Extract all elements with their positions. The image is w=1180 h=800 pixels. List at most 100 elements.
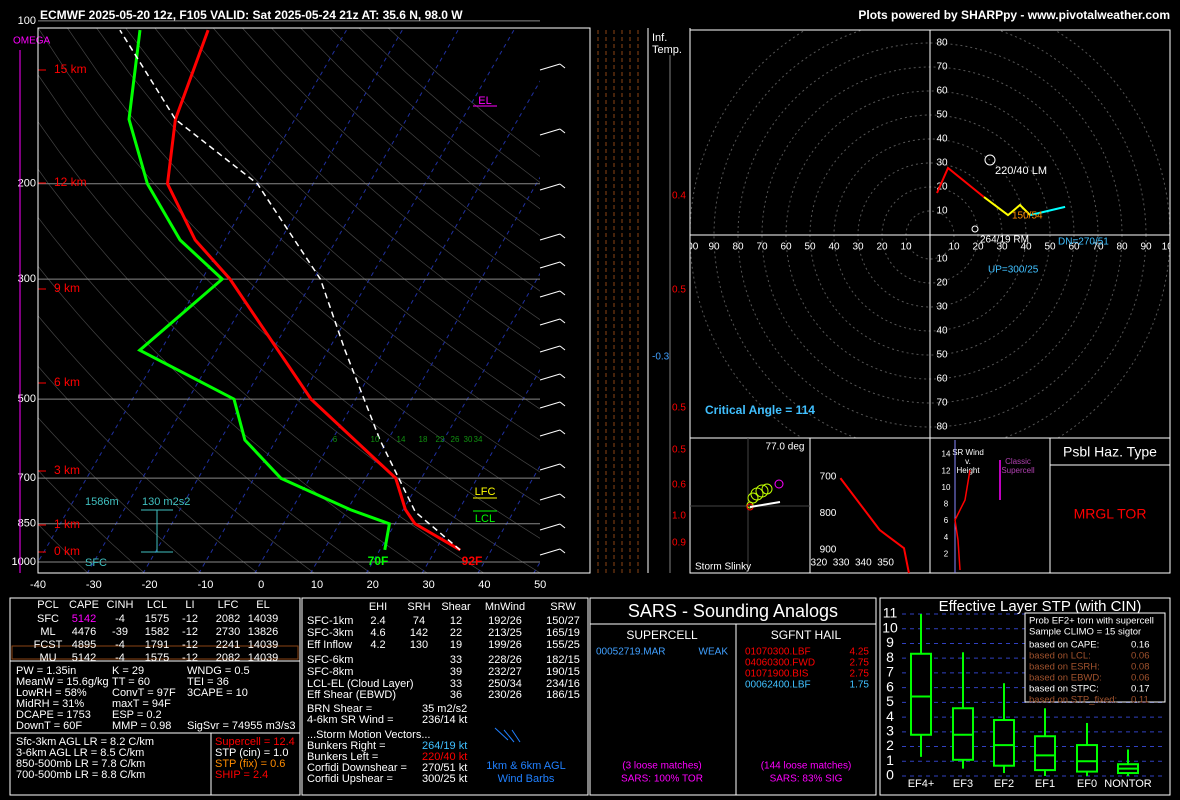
table-cell: 155/25: [546, 639, 580, 651]
srwind-trace: [954, 469, 971, 571]
x-tick-label: 0: [258, 579, 264, 591]
legend-text: Sample CLIMO = 15 sigtor: [1029, 627, 1141, 638]
row-label: Bunkers Right =: [307, 740, 386, 752]
hazard-title: Psbl Haz. Type: [1063, 444, 1157, 460]
hodo-ring-label: 20: [972, 242, 984, 253]
hodo-ring-label: 60: [936, 86, 948, 97]
barb-note: 1km & 6km AGL: [486, 760, 565, 772]
table-cell: 4476: [72, 626, 96, 638]
table-cell: 236/14 kt: [422, 714, 467, 726]
table-cell: -12: [182, 652, 198, 664]
y-tick-label: 500: [18, 393, 36, 405]
dry-adiabat: [241, 28, 540, 292]
table-cell: 142: [410, 627, 428, 639]
lcl-label: LCL: [475, 513, 495, 525]
wind-barb: [539, 493, 561, 501]
rm-marker: [971, 225, 979, 233]
inf-temp-value: 0.5: [672, 445, 686, 456]
table-cell: 4895: [72, 639, 96, 651]
mixing-ratio-label: 14: [397, 435, 406, 444]
srwind-title: v.: [965, 457, 971, 466]
profile-line: [119, 29, 461, 551]
table-cell: 14039: [248, 613, 279, 625]
hodo-ring-label: 30: [936, 302, 948, 313]
lapse-rate: Sfc-3km AGL LR = 8.2 C/km: [16, 736, 154, 748]
sfc-temp: 92F: [462, 554, 483, 568]
hodo-ring-label: 60: [780, 242, 792, 253]
lapse-rate: 850-500mb LR = 7.8 C/km: [16, 758, 145, 770]
row-label: Bunkers Left =: [307, 751, 378, 763]
x-tick-label: -10: [197, 579, 213, 591]
y-tick-label: 700: [18, 472, 36, 484]
stp-y-label: 8: [886, 649, 894, 665]
thetae-y-label: 800: [820, 508, 837, 519]
hodo-ring-label: 80: [1116, 242, 1128, 253]
column-header: CINH: [107, 599, 134, 611]
thetae-line: [839, 477, 910, 574]
thetae-x-label: 330: [833, 558, 850, 569]
sars-loose: (3 loose matches): [622, 761, 701, 772]
hodo-trace: [936, 166, 985, 198]
isotherm: [365, 272, 540, 573]
isotherm: [142, 28, 460, 573]
srwind-y-label: 12: [942, 466, 951, 475]
inf-temp-value: 1.0: [672, 511, 686, 522]
stp-category: NONTOR: [1104, 778, 1152, 790]
wind-barb: [559, 183, 566, 189]
table-cell: 22: [450, 627, 462, 639]
column-header: LI: [185, 599, 194, 611]
table-cell: 2082: [216, 652, 240, 664]
barb-note: Wind Barbs: [498, 773, 555, 785]
mixing-ratio-label: 30: [464, 435, 473, 444]
inf-temp-title: Temp.: [652, 44, 682, 56]
hodo-ring-label: 70: [1092, 242, 1104, 253]
table-cell: 5142: [72, 652, 96, 664]
table-cell: -12: [182, 639, 198, 651]
row-label: Eff Shear (EBWD): [307, 689, 396, 701]
column-header: EL: [256, 599, 269, 611]
srwind-note: Classic: [1005, 457, 1031, 466]
sars-match: 00062400.LBF: [745, 680, 811, 691]
legend-box: [1024, 612, 1166, 703]
wind-barb: [559, 401, 566, 407]
row-label: LCL-EL (Cloud Layer): [307, 678, 414, 690]
wind-barb: [539, 401, 561, 409]
x-tick-label: 30: [422, 579, 434, 591]
column-header: LFC: [218, 599, 239, 611]
slinky-circle: [774, 479, 784, 489]
sars-match: 2.75: [850, 658, 870, 669]
isotherm: [310, 176, 540, 573]
table-cell: SFC: [37, 613, 59, 625]
hodo-ring-label: 70: [936, 398, 948, 409]
hodo-ring-label: 60: [936, 374, 948, 385]
lm-marker: [984, 154, 996, 166]
stp-category: EF1: [1035, 778, 1055, 790]
panel-frame: [9, 597, 301, 796]
x-tick-label: 10: [311, 579, 323, 591]
inf-temp-title: Inf.: [652, 32, 667, 44]
x-tick-label: 20: [367, 579, 379, 591]
dry-adiabat: [38, 523, 89, 573]
hodo-ring-label: 80: [732, 242, 744, 253]
x-tick-label: -30: [86, 579, 102, 591]
srwind-note: Supercell: [1001, 466, 1035, 475]
slinky-circle: [755, 484, 769, 498]
dry-adiabat: [66, 28, 540, 473]
legend-text: based on STP_fixed:: [1029, 695, 1117, 706]
table-cell: 186/15: [546, 689, 580, 701]
profile-line: [127, 29, 392, 551]
dry-adiabat: [38, 168, 485, 573]
hodo-ring-label: 80: [936, 422, 948, 433]
table-cell: -12: [182, 626, 198, 638]
up-label: UP=300/25: [988, 265, 1039, 276]
index-text: DCAPE = 1753: [16, 709, 91, 721]
sars-match: WEAK: [699, 647, 729, 658]
hodo-ring-label: 40: [936, 134, 948, 145]
inflow-srh: 130 m2s2: [142, 496, 190, 508]
index-text: PW = 1.35in: [16, 665, 76, 677]
table-cell: FCST: [34, 639, 63, 651]
el-label: EL: [478, 95, 491, 107]
column-header: PCL: [37, 599, 58, 611]
srwind-y-label: 6: [944, 516, 949, 525]
